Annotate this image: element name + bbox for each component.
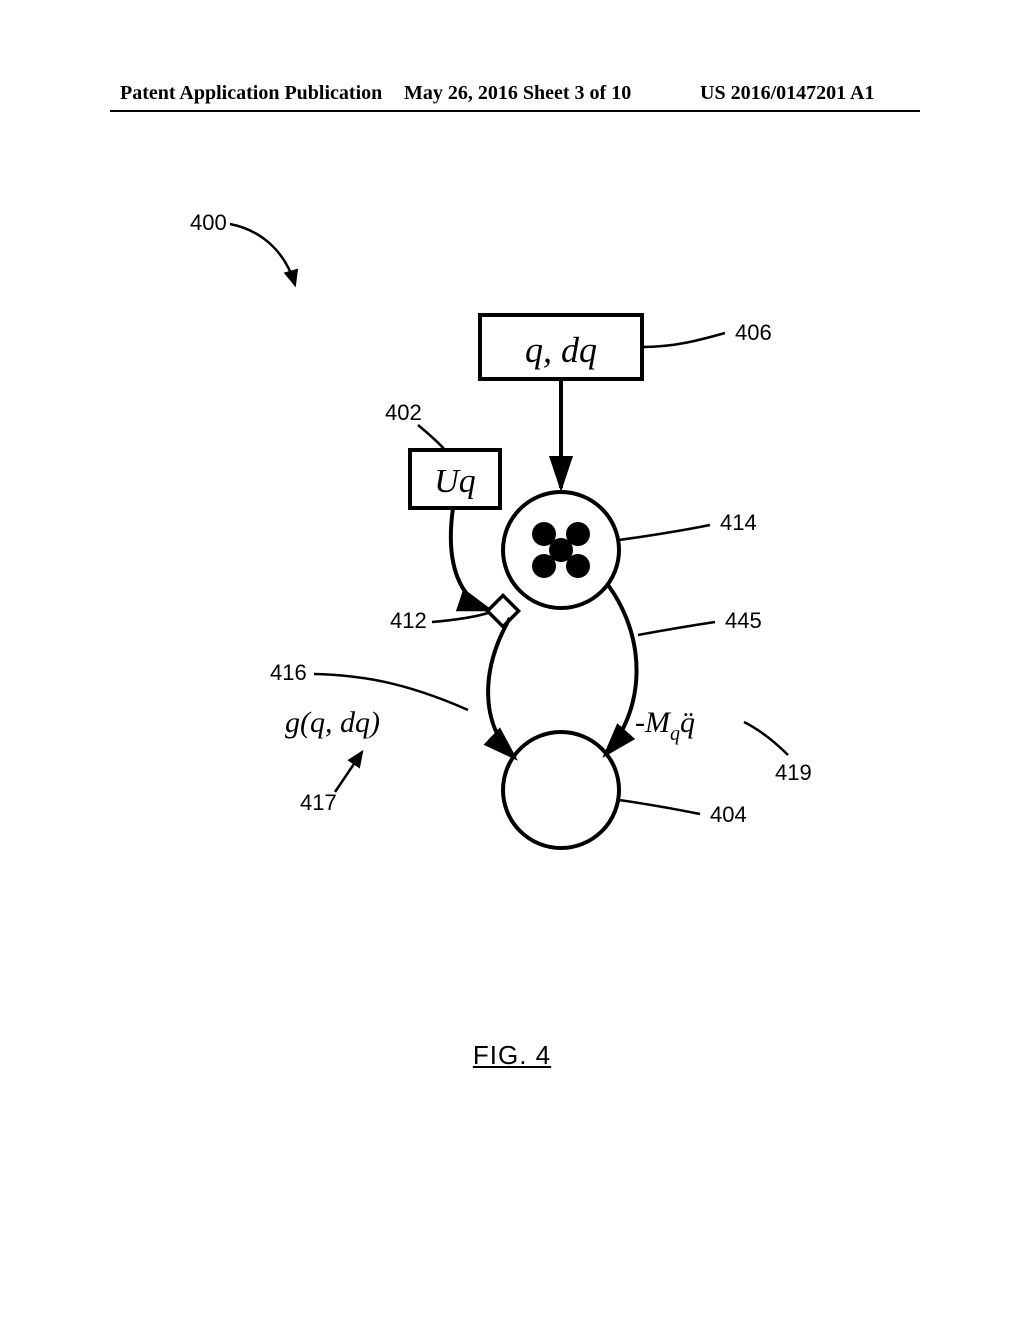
lead-412 — [432, 613, 488, 622]
ref-445: 445 — [725, 608, 762, 633]
ref-412: 412 — [390, 608, 427, 633]
ref-406: 406 — [735, 320, 772, 345]
dot — [566, 554, 590, 578]
svg-text:-Mqq̈: -Mqq̈ — [635, 706, 695, 745]
lead-404 — [619, 800, 700, 814]
header-rule — [110, 110, 920, 112]
ref-417: 417 — [300, 790, 337, 815]
g-label: g(q, dq) — [285, 706, 380, 739]
ref-404: 404 — [710, 802, 747, 827]
header-center: May 26, 2016 Sheet 3 of 10 — [404, 82, 631, 105]
lead-419 — [744, 722, 788, 755]
header-right: US 2016/0147201 A1 — [700, 82, 874, 105]
curve-left — [488, 618, 515, 758]
curve-right — [605, 585, 637, 755]
lead-406 — [642, 333, 725, 347]
ref-414: 414 — [720, 510, 757, 535]
figure-4-diagram: 400 q, dq 406 402 Uq — [100, 170, 924, 990]
bottom-circle — [503, 732, 619, 848]
dot — [532, 554, 556, 578]
figure-label: FIG. 4 — [0, 1040, 1024, 1071]
lead-417 — [335, 752, 362, 792]
header-left: Patent Application Publication — [120, 82, 382, 105]
box-q-dq-text: q, dq — [525, 330, 597, 370]
lead-414 — [619, 525, 710, 540]
ref-416: 416 — [270, 660, 307, 685]
ref-419: 419 — [775, 760, 812, 785]
diamond-port — [487, 595, 518, 626]
lead-445 — [638, 622, 715, 635]
lead-416 — [314, 674, 468, 710]
ref-402: 402 — [385, 400, 422, 425]
arrow-uq-to-diamond — [451, 508, 490, 610]
lead-402 — [418, 425, 445, 450]
ref-400: 400 — [190, 210, 227, 235]
mq-label: -Mqq̈ — [635, 706, 695, 745]
ref-400-arrow — [230, 224, 295, 285]
box-uq-text: Uq — [434, 463, 476, 500]
